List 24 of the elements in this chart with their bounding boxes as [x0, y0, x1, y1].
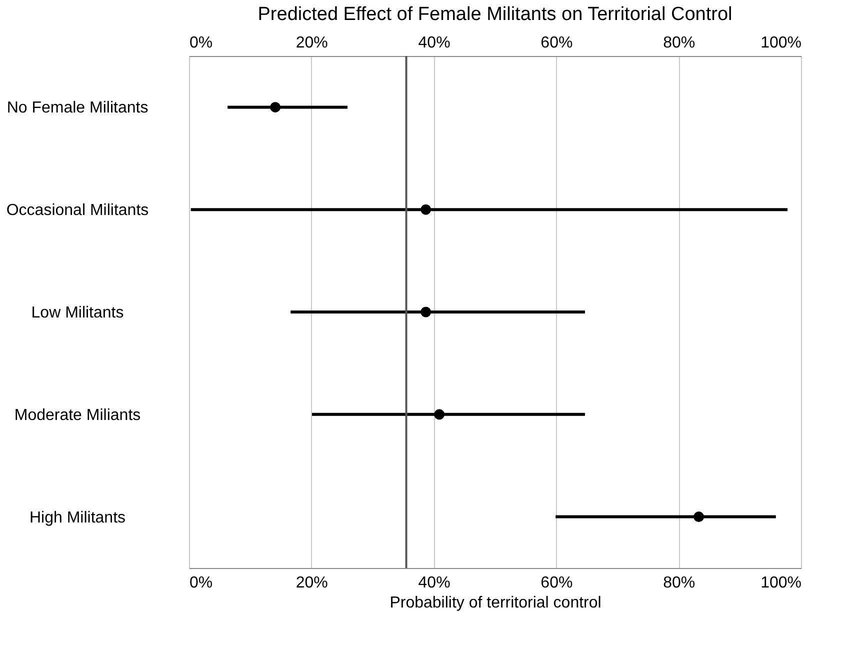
- chart-title: Predicted Effect of Female Militants on Territorial Control: [258, 4, 732, 25]
- y-tick-label: No Female Militants: [6, 100, 148, 117]
- x2-tick-label: 80%: [663, 574, 696, 592]
- point: [270, 102, 281, 112]
- point: [434, 409, 445, 420]
- x2-tick-label: 100%: [760, 574, 802, 592]
- point: [420, 306, 432, 318]
- x2-tick-label: 20%: [296, 574, 328, 592]
- point: [420, 204, 432, 215]
- y-tick-label: Occasional Militants: [6, 202, 149, 220]
- x-tick-label: 60%: [540, 34, 573, 52]
- point: [694, 512, 704, 522]
- x-tick-label: 0%: [190, 34, 213, 52]
- x2-tick-label: 60%: [540, 574, 573, 592]
- x2-tick-label: 40%: [418, 574, 450, 592]
- x2-tick-label: 0%: [190, 574, 213, 592]
- x-tick-label: 40%: [418, 34, 450, 52]
- y-tick-label: High Militants: [29, 509, 126, 526]
- x-axis-title: Probability of territorial control: [390, 594, 602, 612]
- y-tick-label: Moderate Miliants: [14, 406, 141, 424]
- y-tick-label: Low Militants: [31, 304, 124, 322]
- x-tick-label: 20%: [296, 34, 328, 52]
- x-tick-label: 100%: [760, 34, 802, 52]
- x-tick-label: 80%: [663, 34, 696, 52]
